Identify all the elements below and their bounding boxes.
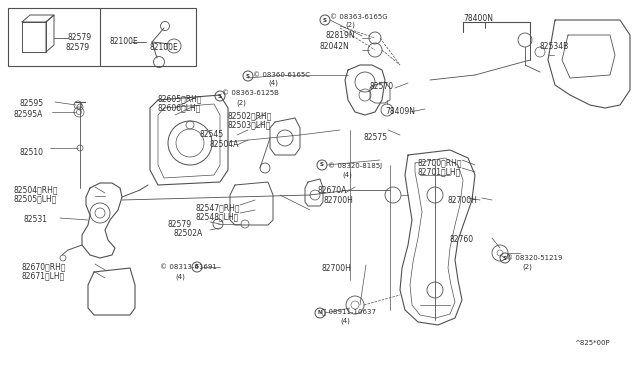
Text: S: S (503, 256, 507, 260)
Bar (8, 8, 196, 66)
Text: 82700H: 82700H (448, 196, 478, 205)
Text: 82700H: 82700H (323, 196, 353, 205)
Text: 82701〈LH〉: 82701〈LH〉 (418, 167, 461, 176)
Text: 82545: 82545 (200, 130, 224, 139)
Text: 82042N: 82042N (320, 42, 349, 51)
Text: (4): (4) (340, 317, 350, 324)
Text: 82100E: 82100E (110, 38, 139, 46)
Text: 82502〈RH〉: 82502〈RH〉 (228, 111, 273, 120)
Text: 82605〈RH〉: 82605〈RH〉 (158, 94, 202, 103)
Text: (2): (2) (345, 22, 355, 29)
Text: 82531: 82531 (24, 215, 48, 224)
Text: © 08360-6165C: © 08360-6165C (253, 72, 310, 78)
Text: S: S (323, 17, 327, 22)
Text: 82502A: 82502A (174, 229, 204, 238)
Text: 82548〈LH〉: 82548〈LH〉 (196, 212, 239, 221)
Text: 82700H: 82700H (322, 264, 352, 273)
Text: S: S (218, 93, 222, 99)
Text: © 08313-61691: © 08313-61691 (160, 264, 217, 270)
Text: 82547〈RH〉: 82547〈RH〉 (196, 203, 241, 212)
Text: © 08363-6125B: © 08363-6125B (222, 90, 279, 96)
Text: ^825*00P: ^825*00P (574, 340, 610, 346)
Text: 82503〈LH〉: 82503〈LH〉 (228, 120, 271, 129)
Text: 82579: 82579 (68, 33, 92, 42)
Text: 82504〈RH〉: 82504〈RH〉 (14, 185, 58, 194)
Text: S: S (246, 74, 250, 78)
Text: (4): (4) (342, 171, 352, 177)
Text: 82670〈RH〉: 82670〈RH〉 (22, 262, 67, 271)
Text: © 08363-6165G: © 08363-6165G (330, 14, 388, 20)
Text: 82760: 82760 (449, 235, 473, 244)
Text: 82575: 82575 (363, 133, 387, 142)
Text: 82700〈RH〉: 82700〈RH〉 (418, 158, 463, 167)
Text: 82100E: 82100E (150, 43, 179, 52)
Text: S: S (195, 264, 199, 269)
Text: (4): (4) (175, 273, 185, 279)
Text: 82570: 82570 (370, 82, 394, 91)
Text: 82670A: 82670A (318, 186, 348, 195)
Text: 82671〈LH〉: 82671〈LH〉 (22, 271, 65, 280)
Text: 82505〈LH〉: 82505〈LH〉 (14, 194, 58, 203)
Text: S: S (320, 163, 324, 167)
Text: 82595A: 82595A (14, 110, 44, 119)
Text: 82579: 82579 (65, 43, 89, 52)
Text: N: N (318, 311, 322, 315)
Text: (4): (4) (268, 80, 278, 87)
Text: 78409N: 78409N (385, 107, 415, 116)
Text: 82504A: 82504A (210, 140, 239, 149)
Text: Ⓝ 08911-10637: Ⓝ 08911-10637 (322, 308, 376, 315)
Text: 82579: 82579 (168, 220, 192, 229)
Text: 82819N: 82819N (326, 31, 356, 40)
Text: 82510: 82510 (20, 148, 44, 157)
Text: 82595: 82595 (20, 99, 44, 108)
Text: 78400N: 78400N (463, 14, 493, 23)
Text: © 08320-51219: © 08320-51219 (506, 255, 563, 261)
Text: 82606〈LH〉: 82606〈LH〉 (158, 103, 202, 112)
Text: © 08320-8185J: © 08320-8185J (328, 162, 382, 169)
Text: (2): (2) (522, 264, 532, 270)
Text: 82534B: 82534B (540, 42, 569, 51)
Text: (2): (2) (236, 99, 246, 106)
